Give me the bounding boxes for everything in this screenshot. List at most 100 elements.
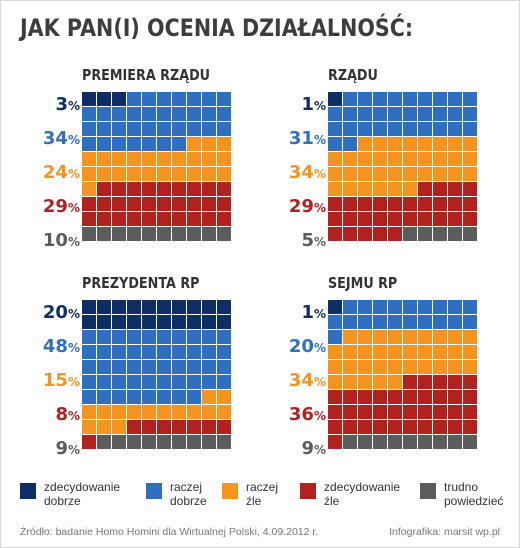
percent-label-zdecydowanie-zle: 8%	[20, 404, 80, 425]
percent-unit: %	[67, 443, 80, 457]
percent-label-zdecydowanie-dobrze: 1%	[266, 94, 326, 115]
waffle-cell-zdecydowanie-zle	[388, 390, 402, 404]
waffle-cell-raczej-zle	[112, 167, 126, 181]
waffle-cell-raczej-dobrze	[82, 390, 96, 404]
waffle-cell-zdecydowanie-zle	[433, 375, 447, 389]
waffle-cell-raczej-dobrze	[157, 375, 171, 389]
waffle-cell-raczej-dobrze	[388, 315, 402, 329]
waffle-cell-raczej-zle	[358, 375, 372, 389]
waffle-cell-raczej-zle	[157, 167, 171, 181]
waffle-cell-raczej-zle	[97, 420, 111, 434]
waffle-cell-zdecydowanie-zle	[202, 182, 216, 196]
waffle-cell-zdecydowanie-zle	[217, 197, 231, 211]
waffle-cell-zdecydowanie-zle	[328, 405, 342, 419]
percent-unit: %	[67, 307, 80, 321]
waffle-cell-raczej-dobrze	[358, 122, 372, 136]
waffle-cell-raczej-zle	[172, 405, 186, 419]
waffle-cell-raczej-dobrze	[142, 360, 156, 374]
waffle-cell-zdecydowanie-zle	[358, 227, 372, 241]
waffle-cell-raczej-dobrze	[82, 330, 96, 344]
waffle-cell-trudno-powiedziec	[172, 227, 186, 241]
waffle-cell-zdecydowanie-zle	[187, 197, 201, 211]
waffle-cell-raczej-dobrze	[463, 315, 477, 329]
waffle-cell-trudno-powiedziec	[142, 435, 156, 449]
waffle-cell-raczej-dobrze	[433, 300, 447, 314]
waffle-cell-raczej-zle	[97, 152, 111, 166]
waffle-cell-raczej-zle	[343, 152, 357, 166]
waffle-cell-raczej-dobrze	[142, 92, 156, 106]
waffle-cell-zdecydowanie-zle	[358, 212, 372, 226]
waffle-cell-raczej-zle	[112, 420, 126, 434]
waffle-cell-zdecydowanie-zle	[187, 212, 201, 226]
percent-label-raczej-zle: 24%	[20, 162, 80, 183]
waffle-cell-zdecydowanie-zle	[97, 197, 111, 211]
waffle-cell-raczej-dobrze	[172, 345, 186, 359]
percent-unit: %	[313, 307, 326, 321]
waffle-cell-raczej-dobrze	[127, 330, 141, 344]
waffle-cell-raczej-dobrze	[112, 345, 126, 359]
waffle-cell-zdecydowanie-zle	[157, 420, 171, 434]
waffle-cell-zdecydowanie-zle	[463, 182, 477, 196]
waffle-cell-raczej-dobrze	[187, 345, 201, 359]
waffle-cell-raczej-dobrze	[343, 315, 357, 329]
waffle-cell-raczej-dobrze	[157, 137, 171, 151]
waffle-cell-zdecydowanie-dobrze	[97, 92, 111, 106]
waffle-cell-zdecydowanie-zle	[418, 197, 432, 211]
waffle-cell-raczej-zle	[403, 182, 417, 196]
waffle-cell-trudno-powiedziec	[463, 435, 477, 449]
waffle-cell-raczej-zle	[433, 360, 447, 374]
waffle-cell-zdecydowanie-zle	[463, 420, 477, 434]
waffle-cell-raczej-dobrze	[328, 315, 342, 329]
waffle-cell-raczej-zle	[217, 390, 231, 404]
waffle-cell-raczej-zle	[172, 167, 186, 181]
waffle-cell-zdecydowanie-zle	[172, 212, 186, 226]
waffle-cell-raczej-zle	[373, 152, 387, 166]
waffle-cell-zdecydowanie-zle	[448, 182, 462, 196]
waffle-cell-raczej-dobrze	[112, 107, 126, 121]
waffle-cell-raczej-zle	[343, 330, 357, 344]
percent-value: 10	[42, 230, 68, 251]
waffle-cell-trudno-powiedziec	[202, 435, 216, 449]
waffle-cell-raczej-zle	[373, 345, 387, 359]
waffle-cell-zdecydowanie-dobrze	[328, 300, 342, 314]
waffle-cell-raczej-zle	[403, 330, 417, 344]
percent-label-zdecydowanie-dobrze: 20%	[20, 302, 80, 323]
waffle-cell-raczej-dobrze	[433, 107, 447, 121]
waffle-cell-zdecydowanie-zle	[373, 212, 387, 226]
page-title: JAK PAN(I) OCENIA DZIAŁALNOŚĆ:	[20, 14, 414, 42]
waffle-cell-raczej-dobrze	[172, 92, 186, 106]
waffle-cell-raczej-dobrze	[217, 360, 231, 374]
waffle-cell-raczej-dobrze	[157, 330, 171, 344]
waffle-cell-trudno-powiedziec	[418, 227, 432, 241]
waffle-cell-zdecydowanie-zle	[328, 212, 342, 226]
waffle-cell-raczej-dobrze	[97, 360, 111, 374]
percent-label-zdecydowanie-zle: 36%	[266, 404, 326, 425]
waffle-cell-raczej-zle	[448, 330, 462, 344]
waffle-cell-raczej-dobrze	[187, 330, 201, 344]
waffle-cell-raczej-zle	[202, 390, 216, 404]
waffle-cell-zdecydowanie-zle	[463, 197, 477, 211]
percent-label-zdecydowanie-zle: 29%	[266, 196, 326, 217]
waffle-cell-raczej-dobrze	[127, 107, 141, 121]
waffle-cell-raczej-dobrze	[142, 390, 156, 404]
percent-value: 1	[301, 94, 314, 115]
waffle-cell-zdecydowanie-zle	[403, 405, 417, 419]
waffle-cell-raczej-zle	[343, 182, 357, 196]
percent-unit: %	[313, 201, 326, 215]
percent-unit: %	[313, 167, 326, 181]
waffle-cell-zdecydowanie-zle	[142, 182, 156, 196]
waffle-cell-raczej-zle	[448, 167, 462, 181]
waffle-cell-zdecydowanie-dobrze	[187, 300, 201, 314]
legend-label: zdecydowanie dobrze	[44, 480, 121, 508]
waffle-cell-raczej-zle	[388, 360, 402, 374]
waffle-cell-trudno-powiedziec	[97, 227, 111, 241]
waffle-cell-zdecydowanie-dobrze	[112, 92, 126, 106]
waffle-cell-trudno-powiedziec	[343, 435, 357, 449]
waffle-cell-raczej-dobrze	[172, 360, 186, 374]
waffle-cell-zdecydowanie-zle	[403, 197, 417, 211]
percent-unit: %	[313, 341, 326, 355]
waffle-cell-raczej-zle	[127, 152, 141, 166]
waffle-cell-raczej-dobrze	[172, 330, 186, 344]
percent-label-raczej-dobrze: 20%	[266, 336, 326, 357]
waffle-cell-zdecydowanie-zle	[157, 197, 171, 211]
